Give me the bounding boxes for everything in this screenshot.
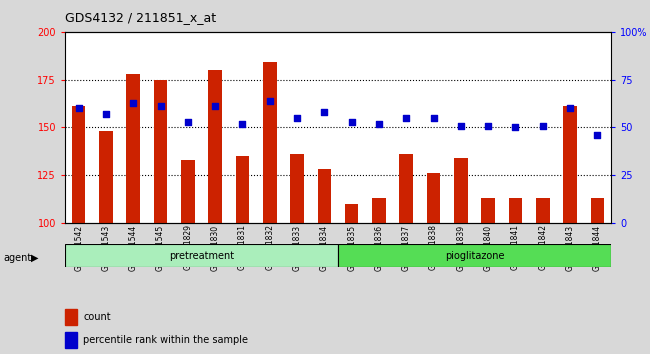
Bar — [65, 332, 77, 348]
Bar — [154, 80, 168, 223]
Bar — [263, 62, 277, 223]
Point — [565, 105, 575, 111]
Point — [428, 115, 439, 121]
Text: agent: agent — [3, 253, 31, 263]
Point — [538, 123, 548, 129]
Bar — [65, 244, 338, 267]
Point — [155, 104, 166, 109]
Bar — [208, 70, 222, 223]
Bar — [536, 198, 550, 223]
Point — [210, 104, 220, 109]
Point — [128, 100, 138, 105]
Text: GDS4132 / 211851_x_at: GDS4132 / 211851_x_at — [65, 11, 216, 24]
Bar — [99, 131, 113, 223]
Bar — [126, 74, 140, 223]
Point — [456, 123, 466, 129]
Bar — [181, 160, 195, 223]
Bar — [65, 309, 77, 325]
Point — [183, 119, 193, 125]
Bar — [400, 154, 413, 223]
Bar — [563, 107, 577, 223]
Bar — [290, 154, 304, 223]
Point — [101, 111, 111, 117]
Bar — [590, 198, 604, 223]
Point — [592, 132, 603, 138]
Bar — [72, 107, 86, 223]
Point — [346, 119, 357, 125]
Point — [374, 121, 384, 126]
Point — [483, 123, 493, 129]
Bar — [481, 198, 495, 223]
Bar — [508, 198, 523, 223]
Point — [319, 109, 330, 115]
Text: ▶: ▶ — [31, 253, 39, 263]
Point — [510, 125, 521, 130]
Point — [73, 105, 84, 111]
Bar — [235, 156, 250, 223]
Text: pretreatment: pretreatment — [169, 251, 234, 261]
Bar — [372, 198, 385, 223]
Point — [401, 115, 411, 121]
Point — [237, 121, 248, 126]
Bar — [338, 244, 611, 267]
Point — [292, 115, 302, 121]
Bar — [317, 170, 331, 223]
Point — [265, 98, 275, 103]
Bar — [345, 204, 359, 223]
Text: count: count — [83, 312, 111, 322]
Bar — [454, 158, 467, 223]
Bar — [427, 173, 441, 223]
Text: percentile rank within the sample: percentile rank within the sample — [83, 335, 248, 346]
Text: pioglitazone: pioglitazone — [445, 251, 504, 261]
